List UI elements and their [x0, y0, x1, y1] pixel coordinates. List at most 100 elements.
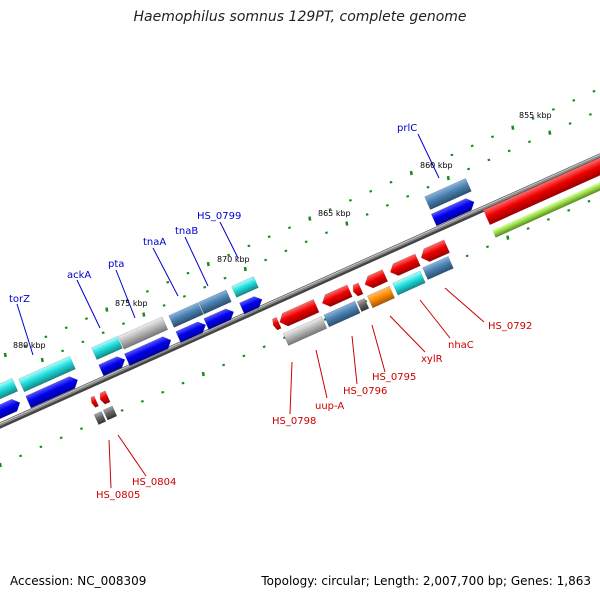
- track-tick: [365, 213, 369, 216]
- accession-text: Accession: NC_008309: [10, 574, 147, 588]
- scale-tick: [369, 189, 373, 193]
- scale-tick: [247, 244, 251, 248]
- track-tick: [222, 363, 226, 367]
- gene-label-uup-A: uup-A: [315, 401, 344, 412]
- scale-tick: [348, 199, 352, 202]
- gene-HS_0792-steel: [422, 256, 454, 280]
- track-tick: [446, 175, 450, 181]
- track-tick: [203, 285, 207, 289]
- gene-label-tnaA: tnaA: [143, 237, 166, 248]
- gene-label-pta: pta: [108, 259, 124, 270]
- track-tick: [120, 409, 124, 412]
- gene-xylR-red-body: [364, 269, 389, 289]
- track-tick: [568, 122, 572, 125]
- track-tick: [142, 312, 146, 317]
- gene-nhaC-cyan-body: [392, 270, 426, 296]
- scale-tick: [592, 89, 596, 93]
- scale-tick: [491, 135, 494, 139]
- genome-backbone: [0, 153, 600, 429]
- track-tick: [548, 130, 552, 135]
- track-tick: [426, 185, 430, 189]
- track-tick: [0, 462, 2, 468]
- track-tick: [140, 399, 144, 403]
- gene-xylR-orange-body: [367, 285, 395, 309]
- gene-label-HS_0798: HS_0798: [272, 416, 316, 427]
- gene-label-HS_0805: HS_0805: [96, 490, 140, 501]
- gene-prlC-blue: [430, 198, 475, 227]
- gene-prlC-steel: [424, 178, 472, 210]
- scale-tick: [551, 108, 555, 111]
- map-title: Haemophilus somnus 129PT, complete genom…: [133, 9, 467, 25]
- gene-label-tnaB: tnaB: [175, 226, 198, 237]
- scale-tick: [145, 289, 149, 293]
- gene-HS_0804-red-body: [99, 390, 111, 405]
- gene-left-blue-body: [0, 398, 21, 420]
- gene-HS_0798-red-body: [272, 316, 282, 331]
- kbp-label-880: 880 kbp: [13, 341, 46, 350]
- track-tick: [465, 254, 469, 258]
- scale-tick: [308, 216, 312, 221]
- gene-HS_0805-dark-body: [93, 411, 107, 425]
- track-tick: [385, 204, 389, 207]
- track-tick: [487, 158, 491, 162]
- scale-tick: [288, 226, 291, 230]
- scale-tick: [450, 153, 454, 157]
- track-tick: [80, 427, 83, 430]
- gene-ackA-cyan-body: [91, 336, 123, 360]
- scale-ticks: [0, 89, 596, 468]
- gene-left-blue: [0, 398, 21, 420]
- track-tick: [162, 304, 166, 307]
- scale-tick: [430, 162, 434, 166]
- gene-tnaA-steel: [168, 302, 204, 328]
- scale-tick: [227, 253, 231, 257]
- scale-tick: [64, 326, 68, 330]
- gene-HS_0799-blue-body: [239, 296, 263, 315]
- gene-label-HS_0799: HS_0799: [197, 211, 241, 222]
- gene-left-cyan-body: [0, 377, 19, 403]
- gene-uup-A-gray-body: [282, 316, 328, 346]
- reverse-genes: [90, 239, 454, 425]
- track-tick: [122, 322, 125, 325]
- gene-pta-blue-body: [124, 336, 172, 367]
- track-tick: [284, 249, 288, 253]
- scale-ticks-upper: [3, 89, 596, 358]
- gene-tnaB-blue: [203, 308, 235, 330]
- gene-label-HS_0804: HS_0804: [132, 477, 176, 488]
- gene-uup-A-red: [279, 299, 320, 327]
- gene-label-xylR: xylR: [421, 354, 443, 365]
- gene-pta-gray: [117, 316, 169, 350]
- track-tick: [81, 340, 85, 344]
- track-tick: [242, 354, 246, 358]
- gene-ackA-cyan: [91, 336, 123, 360]
- track-tick: [304, 240, 308, 244]
- gene-label-nhaC: nhaC: [448, 340, 474, 351]
- gene-HS_0804-red: [99, 390, 111, 405]
- gene-HS_0795-red: [352, 282, 364, 297]
- track-tick: [283, 336, 286, 340]
- gene-HS_0792-steel-body: [422, 256, 454, 280]
- gene-HS_0804-dark: [102, 405, 118, 421]
- track-tick: [486, 245, 489, 249]
- gene-pta-blue: [124, 336, 172, 367]
- kbp-label-870: 870 kbp: [217, 255, 250, 264]
- track-tick: [528, 140, 531, 144]
- track-tick: [201, 371, 205, 377]
- forward-genes: [0, 178, 475, 420]
- kbp-labels: 855 kbp 860 kbp 865 kbp 870 kbp 875 kbp …: [13, 111, 552, 350]
- gene-label-HS_0792: HS_0792: [488, 321, 532, 332]
- scale-tick: [267, 235, 271, 239]
- scale-tick: [125, 299, 129, 302]
- gene-label-prlC: prlC: [397, 123, 417, 134]
- track-tick: [567, 208, 571, 212]
- track-tick: [181, 381, 185, 385]
- gene-xylR-red: [364, 269, 389, 289]
- track-tick: [323, 318, 327, 321]
- gene-HS_0795-dark: [356, 298, 370, 312]
- gene-HS_0795-dark-body: [356, 298, 370, 312]
- track-tick: [182, 294, 186, 298]
- feature-track-right: [483, 152, 600, 238]
- scale-tick: [85, 317, 88, 320]
- gene-HS_0804-dark-body: [102, 405, 118, 421]
- gene-HS_0805-red-body: [90, 395, 99, 408]
